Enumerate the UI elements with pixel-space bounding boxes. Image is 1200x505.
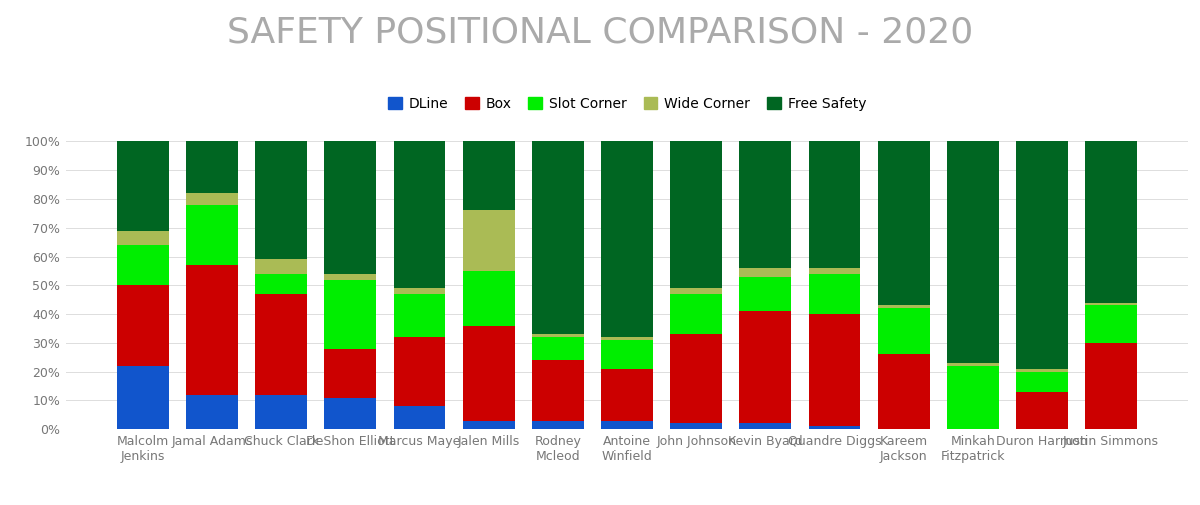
Bar — [601, 369, 653, 421]
Bar — [1016, 392, 1068, 429]
Bar — [532, 334, 583, 337]
Bar — [324, 348, 377, 397]
Bar — [739, 424, 791, 429]
Bar — [463, 326, 515, 421]
Bar — [1085, 306, 1136, 343]
Text: SAFETY POSITIONAL COMPARISON - 2020: SAFETY POSITIONAL COMPARISON - 2020 — [227, 15, 973, 49]
Bar — [877, 355, 930, 429]
Bar — [671, 294, 722, 334]
Bar — [877, 141, 930, 306]
Bar — [532, 360, 583, 421]
Bar — [809, 268, 860, 274]
Bar — [394, 288, 445, 294]
Bar — [116, 231, 169, 245]
Bar — [116, 366, 169, 429]
Bar — [739, 268, 791, 277]
Bar — [394, 337, 445, 406]
Bar — [463, 421, 515, 429]
Bar — [394, 406, 445, 429]
Bar — [463, 141, 515, 211]
Bar — [394, 141, 445, 288]
Bar — [1016, 372, 1068, 392]
Bar — [809, 426, 860, 429]
Bar — [947, 366, 998, 429]
Bar — [186, 395, 238, 429]
Bar — [1016, 141, 1068, 369]
Bar — [601, 421, 653, 429]
Bar — [324, 141, 377, 274]
Bar — [1085, 302, 1136, 306]
Bar — [186, 141, 238, 193]
Bar — [601, 141, 653, 337]
Bar — [671, 141, 722, 288]
Bar — [739, 141, 791, 268]
Bar — [256, 141, 307, 260]
Bar — [463, 211, 515, 271]
Bar — [394, 294, 445, 337]
Bar — [463, 271, 515, 326]
Bar — [532, 141, 583, 334]
Bar — [947, 363, 998, 366]
Bar — [324, 274, 377, 280]
Bar — [324, 280, 377, 348]
Bar — [671, 334, 722, 424]
Bar — [532, 421, 583, 429]
Bar — [186, 265, 238, 395]
Bar — [809, 274, 860, 314]
Bar — [324, 397, 377, 429]
Bar — [1085, 141, 1136, 302]
Bar — [1085, 343, 1136, 429]
Bar — [809, 314, 860, 426]
Bar — [1016, 369, 1068, 372]
Bar — [256, 274, 307, 294]
Bar — [877, 309, 930, 355]
Bar — [116, 245, 169, 285]
Bar — [671, 424, 722, 429]
Bar — [671, 288, 722, 294]
Bar — [186, 205, 238, 265]
Bar — [186, 193, 238, 205]
Bar — [116, 285, 169, 366]
Bar — [601, 337, 653, 340]
Bar — [739, 277, 791, 311]
Bar — [256, 395, 307, 429]
Bar — [256, 294, 307, 395]
Bar — [809, 141, 860, 268]
Legend: DLine, Box, Slot Corner, Wide Corner, Free Safety: DLine, Box, Slot Corner, Wide Corner, Fr… — [388, 96, 866, 111]
Bar — [739, 311, 791, 424]
Bar — [601, 340, 653, 369]
Bar — [877, 306, 930, 309]
Bar — [532, 337, 583, 360]
Bar — [256, 260, 307, 274]
Bar — [947, 141, 998, 363]
Bar — [116, 141, 169, 231]
